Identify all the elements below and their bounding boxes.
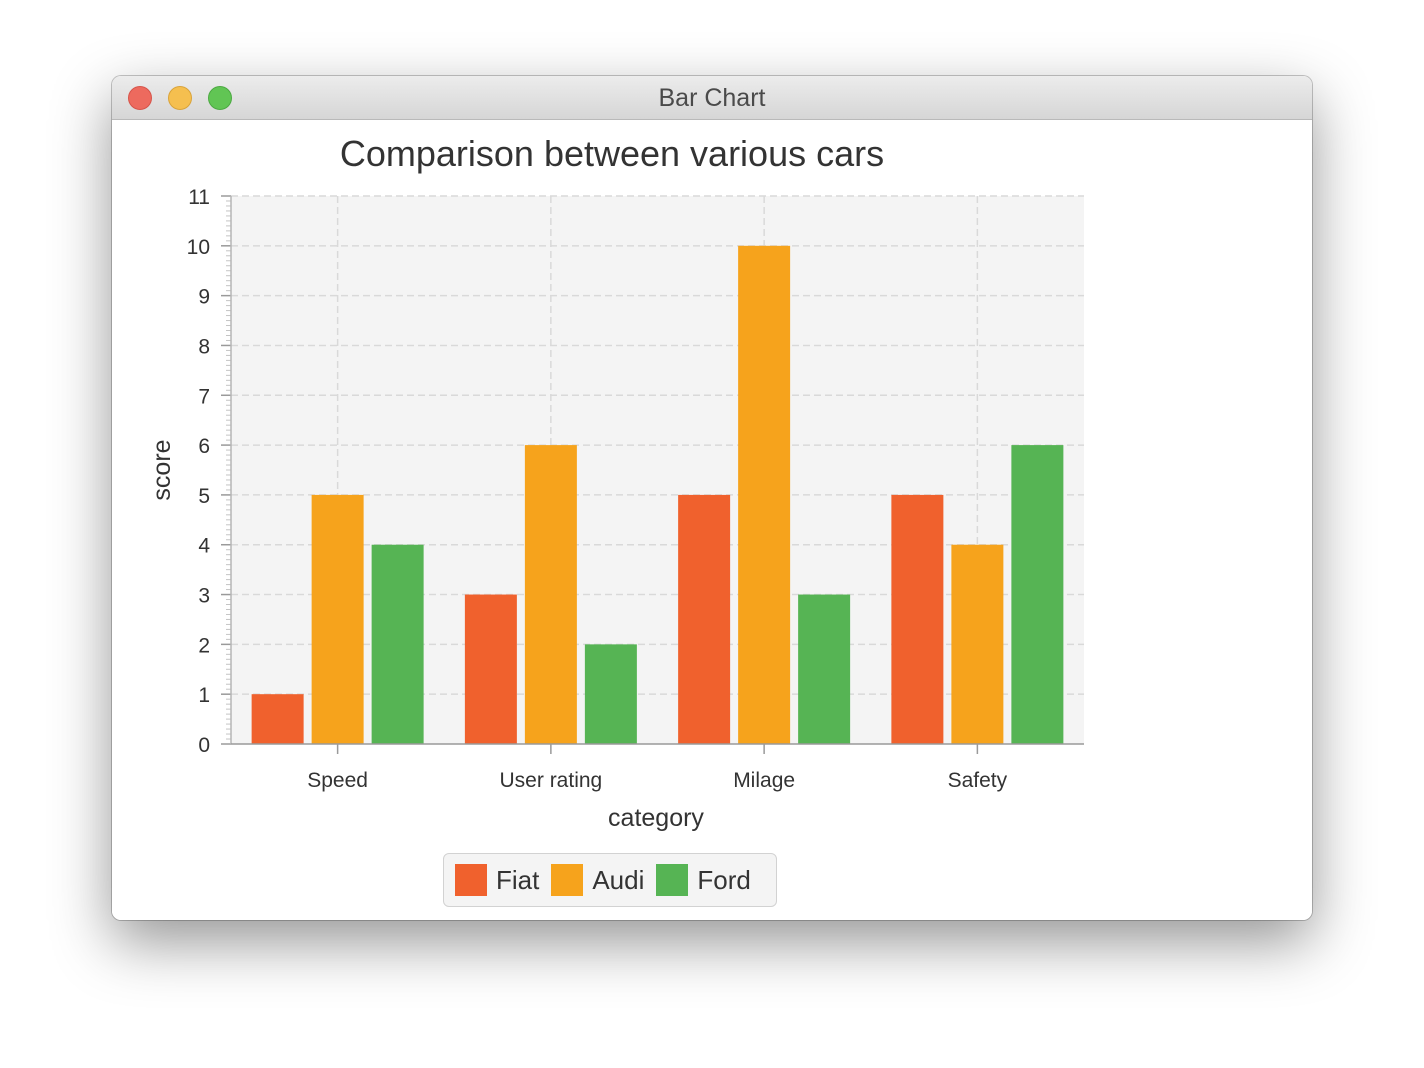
legend-label: Ford — [697, 864, 751, 895]
legend-item-fiat[interactable]: Fiat — [455, 864, 539, 896]
bar-audi-speed[interactable] — [311, 494, 364, 744]
bar-ford-safety[interactable] — [1011, 445, 1064, 744]
x-tick-label: Milage — [733, 769, 795, 792]
bar-ford-user-rating[interactable] — [584, 644, 637, 744]
bar-fiat-user-rating[interactable] — [464, 594, 517, 744]
y-tick-label: 4 — [198, 535, 210, 558]
x-tick-label: Speed — [307, 769, 368, 792]
bar-chart: Comparison between various cars score ca… — [148, 133, 1084, 832]
legend-label: Fiat — [496, 864, 540, 895]
chart-title: Comparison between various cars — [340, 133, 884, 174]
x-tick-label: Safety — [948, 769, 1008, 792]
x-axis-label: category — [608, 804, 704, 832]
legend-label: Audi — [592, 864, 645, 895]
chart-legend: Fiat Audi Ford — [443, 853, 777, 907]
legend-item-audi[interactable]: Audi — [551, 864, 644, 896]
title-bar[interactable]: Bar Chart — [112, 76, 1312, 120]
y-tick-label: 9 — [198, 286, 210, 309]
app-window: Bar Chart Comparison between various car… — [112, 76, 1312, 920]
y-tick-label: 0 — [198, 734, 210, 757]
bar-ford-speed[interactable] — [371, 544, 424, 744]
y-tick-label: 5 — [198, 485, 210, 508]
legend-swatch — [656, 864, 689, 896]
bar-audi-milage[interactable] — [738, 245, 791, 744]
minimize-button[interactable] — [168, 86, 192, 110]
y-tick-label: 1 — [198, 684, 210, 707]
bar-fiat-milage[interactable] — [678, 494, 731, 744]
window-title: Bar Chart — [658, 84, 766, 112]
bar-fiat-safety[interactable] — [891, 494, 944, 744]
close-button[interactable] — [128, 86, 152, 110]
x-tick-label: User rating — [500, 769, 603, 792]
y-tick-label: 8 — [198, 335, 210, 358]
legend-swatch — [551, 864, 584, 896]
chart-content: Comparison between various cars score ca… — [112, 120, 1312, 920]
legend-swatch — [455, 864, 487, 896]
bar-ford-milage[interactable] — [798, 594, 851, 744]
bar-audi-safety[interactable] — [951, 544, 1004, 744]
y-tick-label: 3 — [198, 585, 210, 608]
y-tick-label: 2 — [198, 634, 210, 657]
bar-fiat-speed[interactable] — [251, 694, 304, 744]
plot-area: 0 1 2 3 4 5 6 7 8 9 10 11 Speed User rating Milage Safe… — [187, 186, 1084, 792]
y-axis-label: score — [148, 439, 176, 500]
y-tick-label: 11 — [188, 186, 210, 209]
legend-item-ford[interactable]: Ford — [656, 864, 751, 896]
y-tick-label: 10 — [187, 236, 210, 259]
y-tick-label: 7 — [198, 385, 210, 408]
bar-audi-user-rating[interactable] — [524, 445, 577, 744]
zoom-button[interactable] — [208, 86, 232, 110]
y-tick-label: 6 — [198, 435, 210, 458]
